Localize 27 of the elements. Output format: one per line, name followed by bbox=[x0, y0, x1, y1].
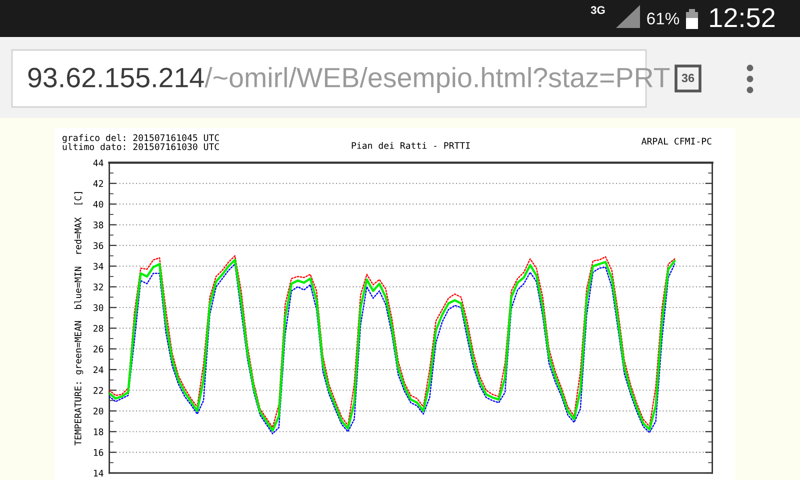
y-tick-label: 20 bbox=[94, 408, 104, 415]
y-tick-label: 38 bbox=[93, 222, 104, 228]
text: ultimo dato: 201507161030 UTC bbox=[62, 143, 219, 150]
text: 3G bbox=[590, 6, 605, 14]
text: /~omirl/WEB/esempio.html?staz=PRT bbox=[204, 67, 670, 93]
y-tick-label: 30 bbox=[93, 304, 104, 312]
y-tick-label: 40 bbox=[93, 200, 104, 208]
text: ARPAL CFMI-PC bbox=[642, 138, 712, 145]
y-tick-label: 16 bbox=[94, 449, 104, 456]
text: 12:52 bbox=[710, 8, 775, 28]
y-tick-label: 34 bbox=[93, 262, 104, 270]
y-tick-label: 24 bbox=[94, 366, 104, 374]
y-tick-label: 14 bbox=[94, 470, 104, 476]
text: 61% bbox=[647, 12, 680, 24]
y-tick-label: 22 bbox=[94, 387, 103, 394]
y-tick-label: 26 bbox=[94, 346, 104, 352]
y-tick-label: 44 bbox=[93, 160, 104, 166]
y-tick-label: 28 bbox=[94, 324, 104, 332]
y-tick-label: 18 bbox=[94, 428, 104, 436]
y-axis-title: TEMPERATURE: green=MEAN blue=MIN red=MAX [C] bbox=[74, 192, 84, 446]
text: grafico del: 201507161045 UTC bbox=[62, 134, 219, 143]
text: 36 bbox=[682, 74, 694, 82]
y-tick-label: 36 bbox=[93, 242, 104, 250]
y-tick-label: 32 bbox=[93, 284, 103, 290]
y-tick-label: 42 bbox=[93, 180, 103, 187]
chart-title: Pian dei Ratti - PRTTI bbox=[352, 142, 470, 149]
text: 93.62.155.214 bbox=[28, 68, 204, 88]
